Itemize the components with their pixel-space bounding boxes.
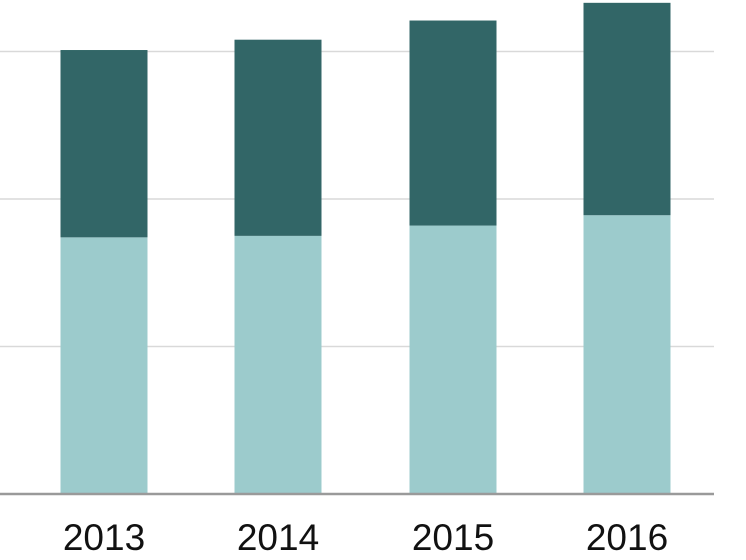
bar-2015-segment-2 — [409, 20, 497, 226]
x-tick-label-2016: 2016 — [586, 517, 668, 558]
bar-2015-segment-1 — [409, 225, 497, 495]
bar-2014-segment-2 — [234, 39, 322, 236]
bar-2013-segment-2 — [60, 50, 148, 238]
x-tick-label-2014: 2014 — [237, 517, 319, 558]
x-tick-label-2013: 2013 — [63, 517, 145, 558]
x-tick-label-2015: 2015 — [412, 517, 494, 558]
bar-2016-segment-1 — [583, 215, 671, 494]
bar-2016-segment-2 — [583, 2, 671, 216]
bars — [60, 2, 671, 495]
bar-2013-segment-1 — [60, 237, 148, 494]
x-axis: 2013 2014 2015 2016 — [0, 492, 714, 558]
bar-2014-segment-1 — [234, 235, 322, 494]
